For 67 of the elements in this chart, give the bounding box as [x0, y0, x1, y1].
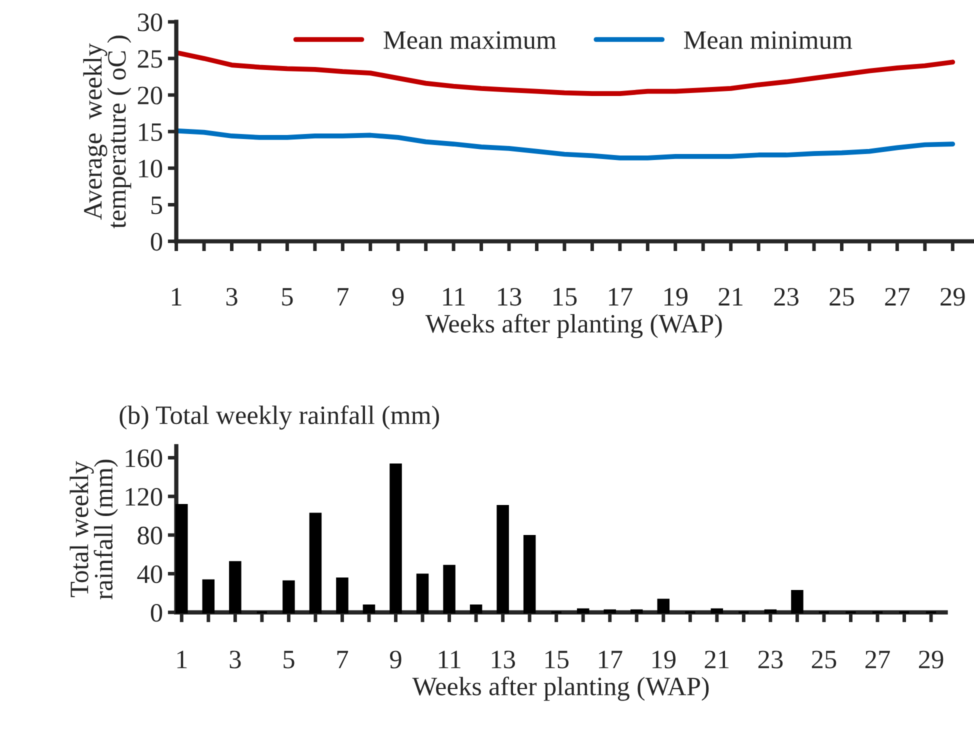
x-axis-title: Weeks after planting (WAP) — [412, 676, 709, 701]
x-tick-label: 3 — [226, 288, 238, 306]
line-series — [176, 128, 956, 160]
x-tick-label: 7 — [338, 288, 348, 306]
y-tick-label: 5 — [151, 196, 162, 214]
bar — [443, 564, 456, 614]
bar — [362, 604, 376, 614]
y-tick-label: 120 — [126, 488, 162, 506]
x-tick-label: 17 — [598, 650, 622, 668]
x-tick-label: 21 — [718, 288, 742, 306]
x-tick-label: 5 — [284, 650, 294, 668]
x-tick-label: 29 — [940, 288, 965, 306]
y-tick-label: 40 — [137, 565, 162, 584]
chart-title: (b) Total weekly rainfall (mm) — [120, 405, 439, 430]
y-tick-label: 30 — [138, 13, 162, 32]
x-tick-label: 11 — [438, 650, 460, 668]
x-tick-label: 23 — [758, 650, 783, 668]
y-axis-title: Total weekly rainfall (mm) — [70, 460, 118, 600]
x-tick-label: 17 — [609, 288, 632, 306]
bar — [390, 463, 402, 614]
x-tick-label: 19 — [652, 650, 676, 668]
x-tick-label: 27 — [885, 288, 910, 306]
bar — [336, 577, 348, 614]
bar — [576, 608, 590, 614]
x-tick-label: 13 — [498, 288, 522, 306]
bar — [710, 608, 724, 614]
legend-label: Mean maximum — [384, 31, 556, 49]
bar — [496, 505, 509, 614]
x-tick-label: 25 — [830, 288, 854, 306]
y-tick-label: 10 — [139, 160, 162, 178]
bar — [309, 512, 322, 614]
x-tick-label: 3 — [230, 650, 241, 668]
x-tick-label: 15 — [545, 650, 569, 668]
y-tick-label: 80 — [138, 526, 162, 544]
x-tick-label: 13 — [492, 650, 515, 668]
bar — [657, 598, 670, 614]
y-tick-label: 0 — [150, 232, 162, 251]
x-tick-label: 1 — [172, 288, 182, 306]
y-tick-label: 160 — [126, 449, 162, 468]
y-axis-title: Average weekly temperature ( oC ) — [83, 36, 132, 228]
bar — [416, 574, 429, 614]
x-axis-title: Weeks after planting (WAP) — [425, 314, 722, 338]
x-tick-label: 27 — [865, 650, 890, 668]
x-tick-label: 1 — [177, 650, 187, 668]
bar — [202, 579, 215, 614]
y-tick-label: 20 — [138, 86, 162, 104]
line-series — [176, 50, 956, 96]
x-tick-label: 19 — [664, 288, 688, 306]
y-tick-label: 25 — [138, 50, 162, 68]
x-tick-label: 29 — [919, 650, 944, 668]
bar — [791, 590, 804, 614]
x-tick-label: 9 — [392, 288, 404, 306]
bar — [229, 561, 242, 614]
x-tick-label: 15 — [554, 288, 577, 306]
bar — [470, 604, 482, 614]
x-tick-label: 25 — [812, 650, 836, 668]
x-tick-label: 7 — [337, 650, 348, 668]
legend-label: Mean minimum — [684, 31, 852, 49]
x-tick-label: 11 — [443, 288, 465, 306]
y-tick-label: 15 — [139, 123, 162, 141]
bar — [282, 580, 295, 614]
x-tick-label: 23 — [774, 288, 798, 306]
x-tick-label: 5 — [282, 288, 293, 306]
x-tick-label: 21 — [704, 650, 729, 668]
bar — [523, 534, 536, 614]
y-tick-label: 0 — [150, 604, 162, 622]
x-tick-label: 9 — [390, 650, 402, 668]
